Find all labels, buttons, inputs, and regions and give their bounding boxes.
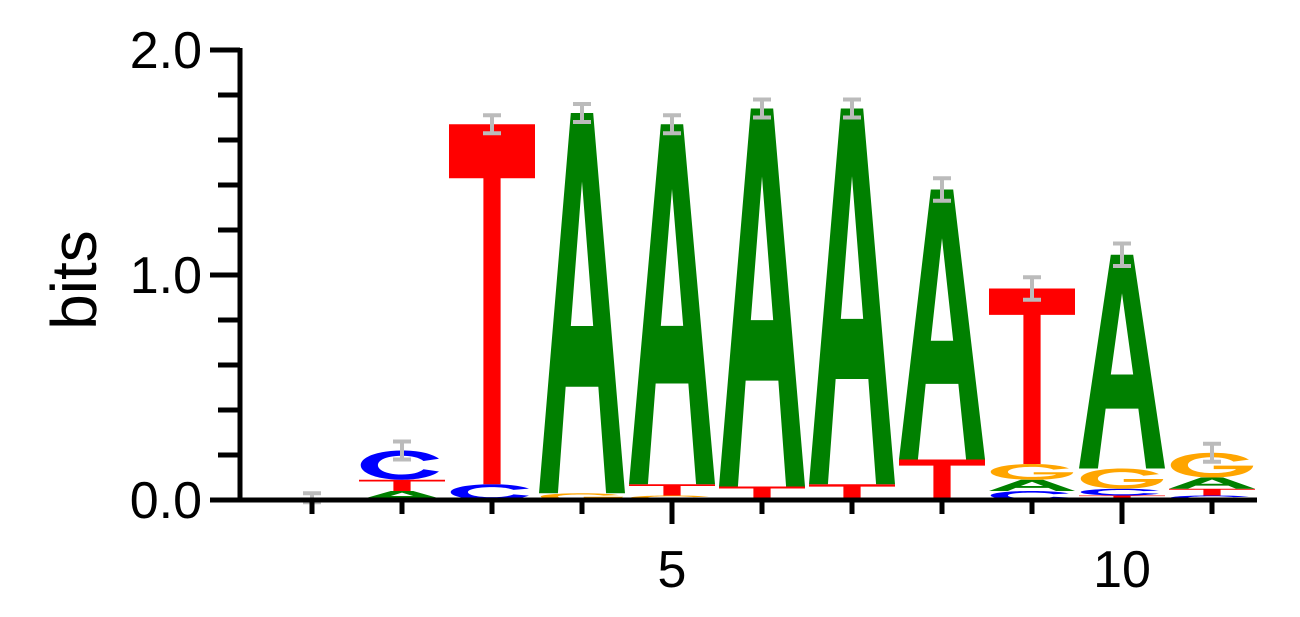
stack-position-10 — [1079, 254, 1165, 500]
error-bar — [663, 113, 681, 136]
letter-A — [539, 113, 625, 494]
letter-A — [719, 108, 805, 487]
letter-T — [359, 479, 445, 491]
stack-position-9 — [989, 288, 1075, 500]
error-bar — [843, 97, 861, 120]
error-bar — [1113, 241, 1131, 268]
letter-T — [629, 484, 715, 496]
stack-position-3 — [449, 124, 535, 500]
y-tick-label: 2.0 — [130, 22, 202, 80]
error-bar — [393, 439, 411, 462]
stack-position-8 — [899, 189, 985, 500]
letter-A — [809, 108, 895, 485]
error-bars — [303, 97, 1221, 505]
error-bar — [1203, 441, 1221, 464]
letter-A — [1079, 254, 1165, 469]
y-tick-label: 1.0 — [130, 247, 202, 305]
letter-C — [1080, 488, 1159, 496]
y-tick-label: 0.0 — [130, 472, 202, 530]
letter-G — [1080, 468, 1164, 489]
stack-position-4 — [539, 113, 625, 500]
stack-position-6 — [719, 108, 805, 500]
error-bar — [753, 97, 771, 120]
letter-A — [629, 124, 715, 485]
letter-T — [899, 459, 985, 500]
letter-G — [990, 464, 1074, 480]
stack-position-5 — [629, 124, 715, 500]
stack-position-7 — [809, 108, 895, 500]
letter-T — [449, 124, 535, 485]
error-bar — [1023, 275, 1041, 302]
x-tick-label: 5 — [658, 541, 687, 599]
letter-C — [360, 450, 439, 480]
letter-T — [989, 288, 1075, 464]
y-ticks: 0.0 1.0 2.0 — [130, 22, 240, 530]
axes: 0.0 1.0 2.0 5 10 — [130, 22, 1257, 599]
x-tick-label: 10 — [1093, 541, 1151, 599]
letter-stacks — [269, 108, 1255, 500]
letter-A — [989, 479, 1075, 491]
error-bar — [573, 102, 591, 124]
error-bar — [933, 176, 951, 203]
error-bar — [483, 113, 501, 136]
letter-T — [1169, 488, 1255, 496]
x-ticks: 5 10 — [309, 500, 1215, 599]
letter-A — [1169, 477, 1255, 489]
letter-A — [899, 189, 985, 460]
y-axis-title: bits — [38, 230, 110, 330]
